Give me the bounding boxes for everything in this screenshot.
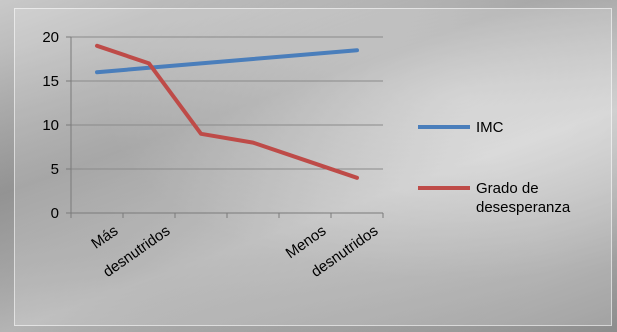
series-lines — [95, 43, 359, 180]
legend-label: Grado de — [476, 180, 539, 197]
axes — [66, 36, 384, 218]
x-tick-label: Más — [88, 222, 121, 252]
series-line-grado-de-desesperanza — [95, 43, 359, 180]
y-tick-labels: 0 5 10 15 20 — [42, 29, 59, 222]
legend-label: IMC — [476, 119, 504, 136]
y-tick-label: 20 — [42, 29, 59, 46]
chart-frame — [14, 8, 612, 326]
y-tick-label: 0 — [51, 205, 59, 222]
y-tick-label: 10 — [42, 117, 59, 134]
gridlines — [71, 36, 383, 170]
y-tick-label: 5 — [51, 161, 59, 178]
legend-label: desesperanza — [476, 199, 571, 216]
y-tick-label: 15 — [42, 73, 59, 90]
legend: IMC Grado de desesperanza — [418, 119, 571, 216]
series-line-imc — [95, 48, 359, 75]
